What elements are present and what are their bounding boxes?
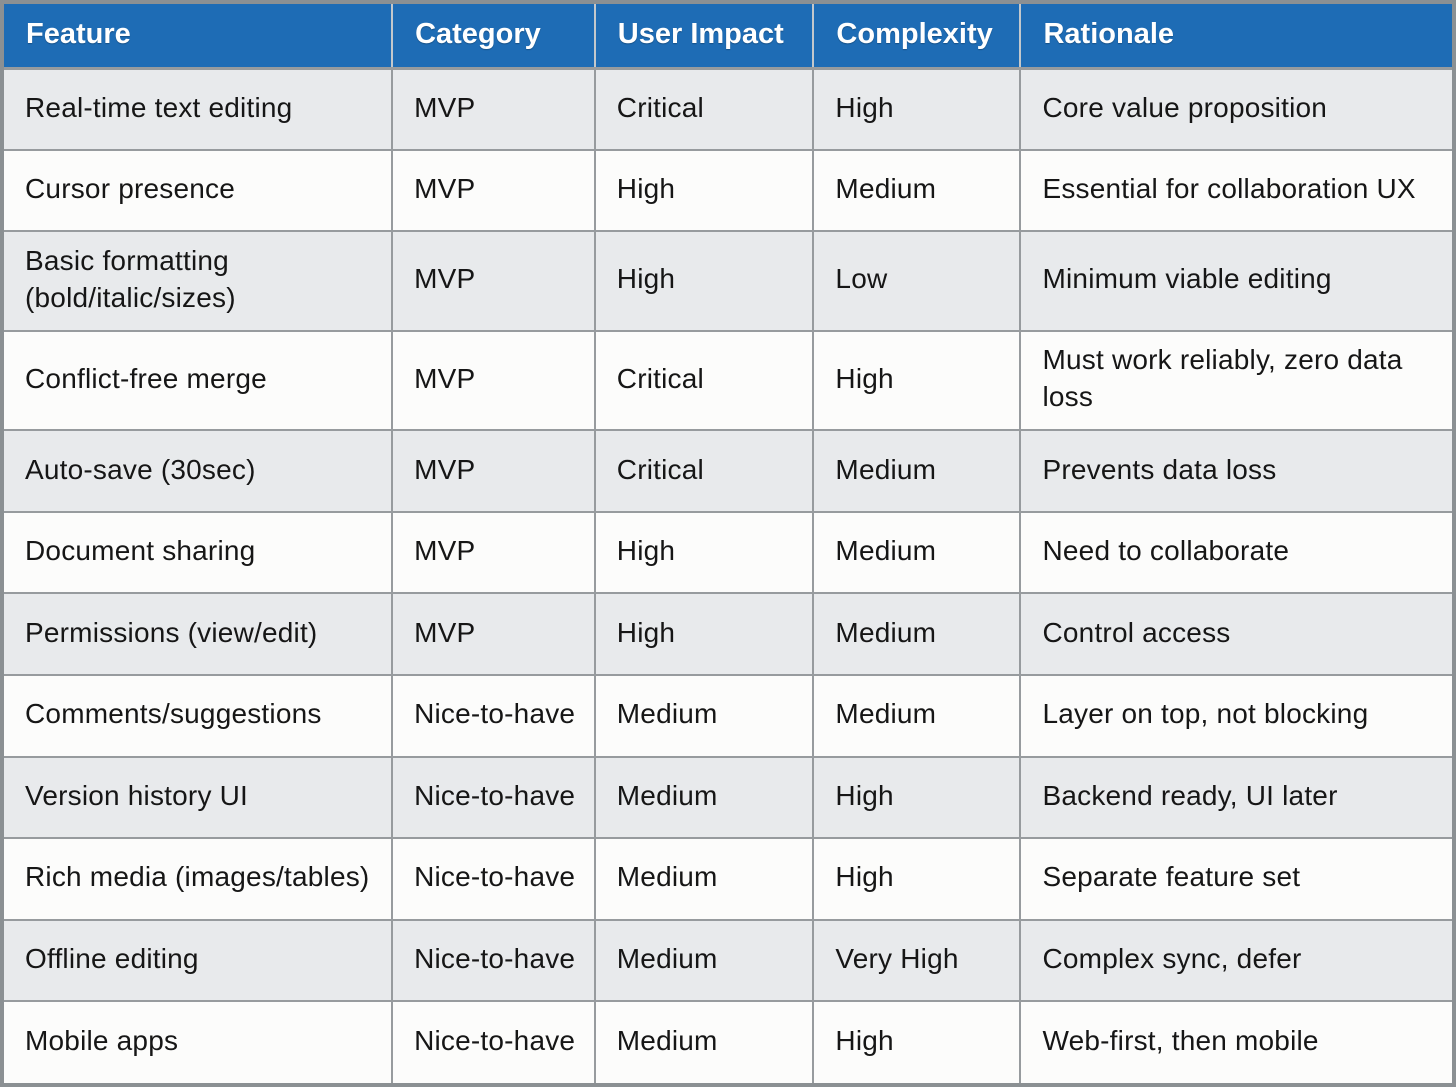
cell-rationale: Control access <box>1019 592 1452 676</box>
cell-user-impact: Critical <box>593 429 815 513</box>
cell-rationale: Layer on top, not blocking <box>1019 673 1452 758</box>
priority-table: Feature Category User Impact Complexity … <box>4 4 1452 1083</box>
table-row: Comments/suggestions Nice-to-have Medium… <box>4 673 1452 758</box>
cell-category: MVP <box>391 148 596 233</box>
table-row: Permissions (view/edit) MVP High Medium … <box>4 592 1452 676</box>
cell-category: MVP <box>391 592 596 676</box>
cell-feature: Basic formatting (bold/italic/sizes) <box>4 230 394 332</box>
cell-category: MVP <box>391 329 596 432</box>
cell-user-impact: Medium <box>593 837 815 921</box>
cell-feature: Version history UI <box>4 755 394 840</box>
column-header-user-impact: User Impact <box>593 4 814 70</box>
cell-feature: Mobile apps <box>4 1000 394 1083</box>
cell-category: MVP <box>391 510 596 595</box>
cell-complexity: High <box>812 329 1022 432</box>
table-row: Offline editing Nice-to-have Medium Very… <box>4 918 1452 1003</box>
table-header-row: Feature Category User Impact Complexity … <box>4 4 1452 70</box>
cell-user-impact: High <box>593 148 815 233</box>
cell-user-impact: Critical <box>593 67 815 151</box>
column-header-feature: Feature <box>4 4 393 70</box>
column-header-category: Category <box>391 4 595 70</box>
cell-rationale: Must work reliably, zero data loss <box>1019 329 1452 432</box>
cell-complexity: High <box>812 837 1022 921</box>
cell-category: Nice-to-have <box>391 1000 596 1083</box>
cell-rationale: Web-first, then mobile <box>1019 1000 1452 1083</box>
cell-rationale: Essential for collaboration UX <box>1019 148 1452 233</box>
cell-feature: Cursor presence <box>4 148 394 233</box>
table-row: Mobile apps Nice-to-have Medium High Web… <box>4 1000 1452 1083</box>
cell-feature: Auto-save (30sec) <box>4 429 394 513</box>
cell-complexity: High <box>812 67 1022 151</box>
cell-feature: Comments/suggestions <box>4 673 394 758</box>
table-row: Auto-save (30sec) MVP Critical Medium Pr… <box>4 429 1452 513</box>
cell-complexity: High <box>812 1000 1022 1083</box>
table-row: Basic formatting (bold/italic/sizes) MVP… <box>4 230 1452 332</box>
cell-user-impact: Medium <box>593 673 815 758</box>
column-header-complexity: Complexity <box>812 4 1021 70</box>
cell-user-impact: Critical <box>593 329 815 432</box>
cell-user-impact: Medium <box>593 1000 815 1083</box>
cell-rationale: Prevents data loss <box>1019 429 1452 513</box>
cell-rationale: Complex sync, defer <box>1019 918 1452 1003</box>
cell-category: Nice-to-have <box>391 673 596 758</box>
cell-complexity: Low <box>812 230 1022 332</box>
cell-complexity: Medium <box>812 429 1022 513</box>
cell-complexity: Medium <box>812 673 1022 758</box>
cell-user-impact: High <box>593 592 815 676</box>
cell-complexity: Medium <box>812 592 1022 676</box>
cell-category: MVP <box>391 429 596 513</box>
cell-feature: Rich media (images/tables) <box>4 837 394 921</box>
cell-feature: Document sharing <box>4 510 394 595</box>
table-row: Document sharing MVP High Medium Need to… <box>4 510 1452 595</box>
table-row: Rich media (images/tables) Nice-to-have … <box>4 837 1452 921</box>
cell-category: Nice-to-have <box>391 918 596 1003</box>
cell-complexity: Medium <box>812 148 1022 233</box>
table-row: Version history UI Nice-to-have Medium H… <box>4 755 1452 840</box>
cell-rationale: Separate feature set <box>1019 837 1452 921</box>
table-row: Real-time text editing MVP Critical High… <box>4 67 1452 151</box>
cell-rationale: Backend ready, UI later <box>1019 755 1452 840</box>
cell-category: Nice-to-have <box>391 837 596 921</box>
table-body: Real-time text editing MVP Critical High… <box>4 67 1452 1083</box>
cell-category: Nice-to-have <box>391 755 596 840</box>
column-header-rationale: Rationale <box>1019 4 1452 70</box>
cell-rationale: Core value proposition <box>1019 67 1452 151</box>
cell-user-impact: High <box>593 230 815 332</box>
cell-feature: Real-time text editing <box>4 67 394 151</box>
cell-feature: Permissions (view/edit) <box>4 592 394 676</box>
cell-user-impact: Medium <box>593 755 815 840</box>
cell-feature: Conflict-free merge <box>4 329 394 432</box>
cell-complexity: Medium <box>812 510 1022 595</box>
cell-rationale: Minimum viable editing <box>1019 230 1452 332</box>
cell-rationale: Need to collaborate <box>1019 510 1452 595</box>
cell-category: MVP <box>391 67 596 151</box>
cell-feature: Offline editing <box>4 918 394 1003</box>
cell-complexity: High <box>812 755 1022 840</box>
cell-category: MVP <box>391 230 596 332</box>
table-row: Cursor presence MVP High Medium Essentia… <box>4 148 1452 233</box>
cell-user-impact: High <box>593 510 815 595</box>
cell-complexity: Very High <box>812 918 1022 1003</box>
cell-user-impact: Medium <box>593 918 815 1003</box>
table-row: Conflict-free merge MVP Critical High Mu… <box>4 329 1452 432</box>
